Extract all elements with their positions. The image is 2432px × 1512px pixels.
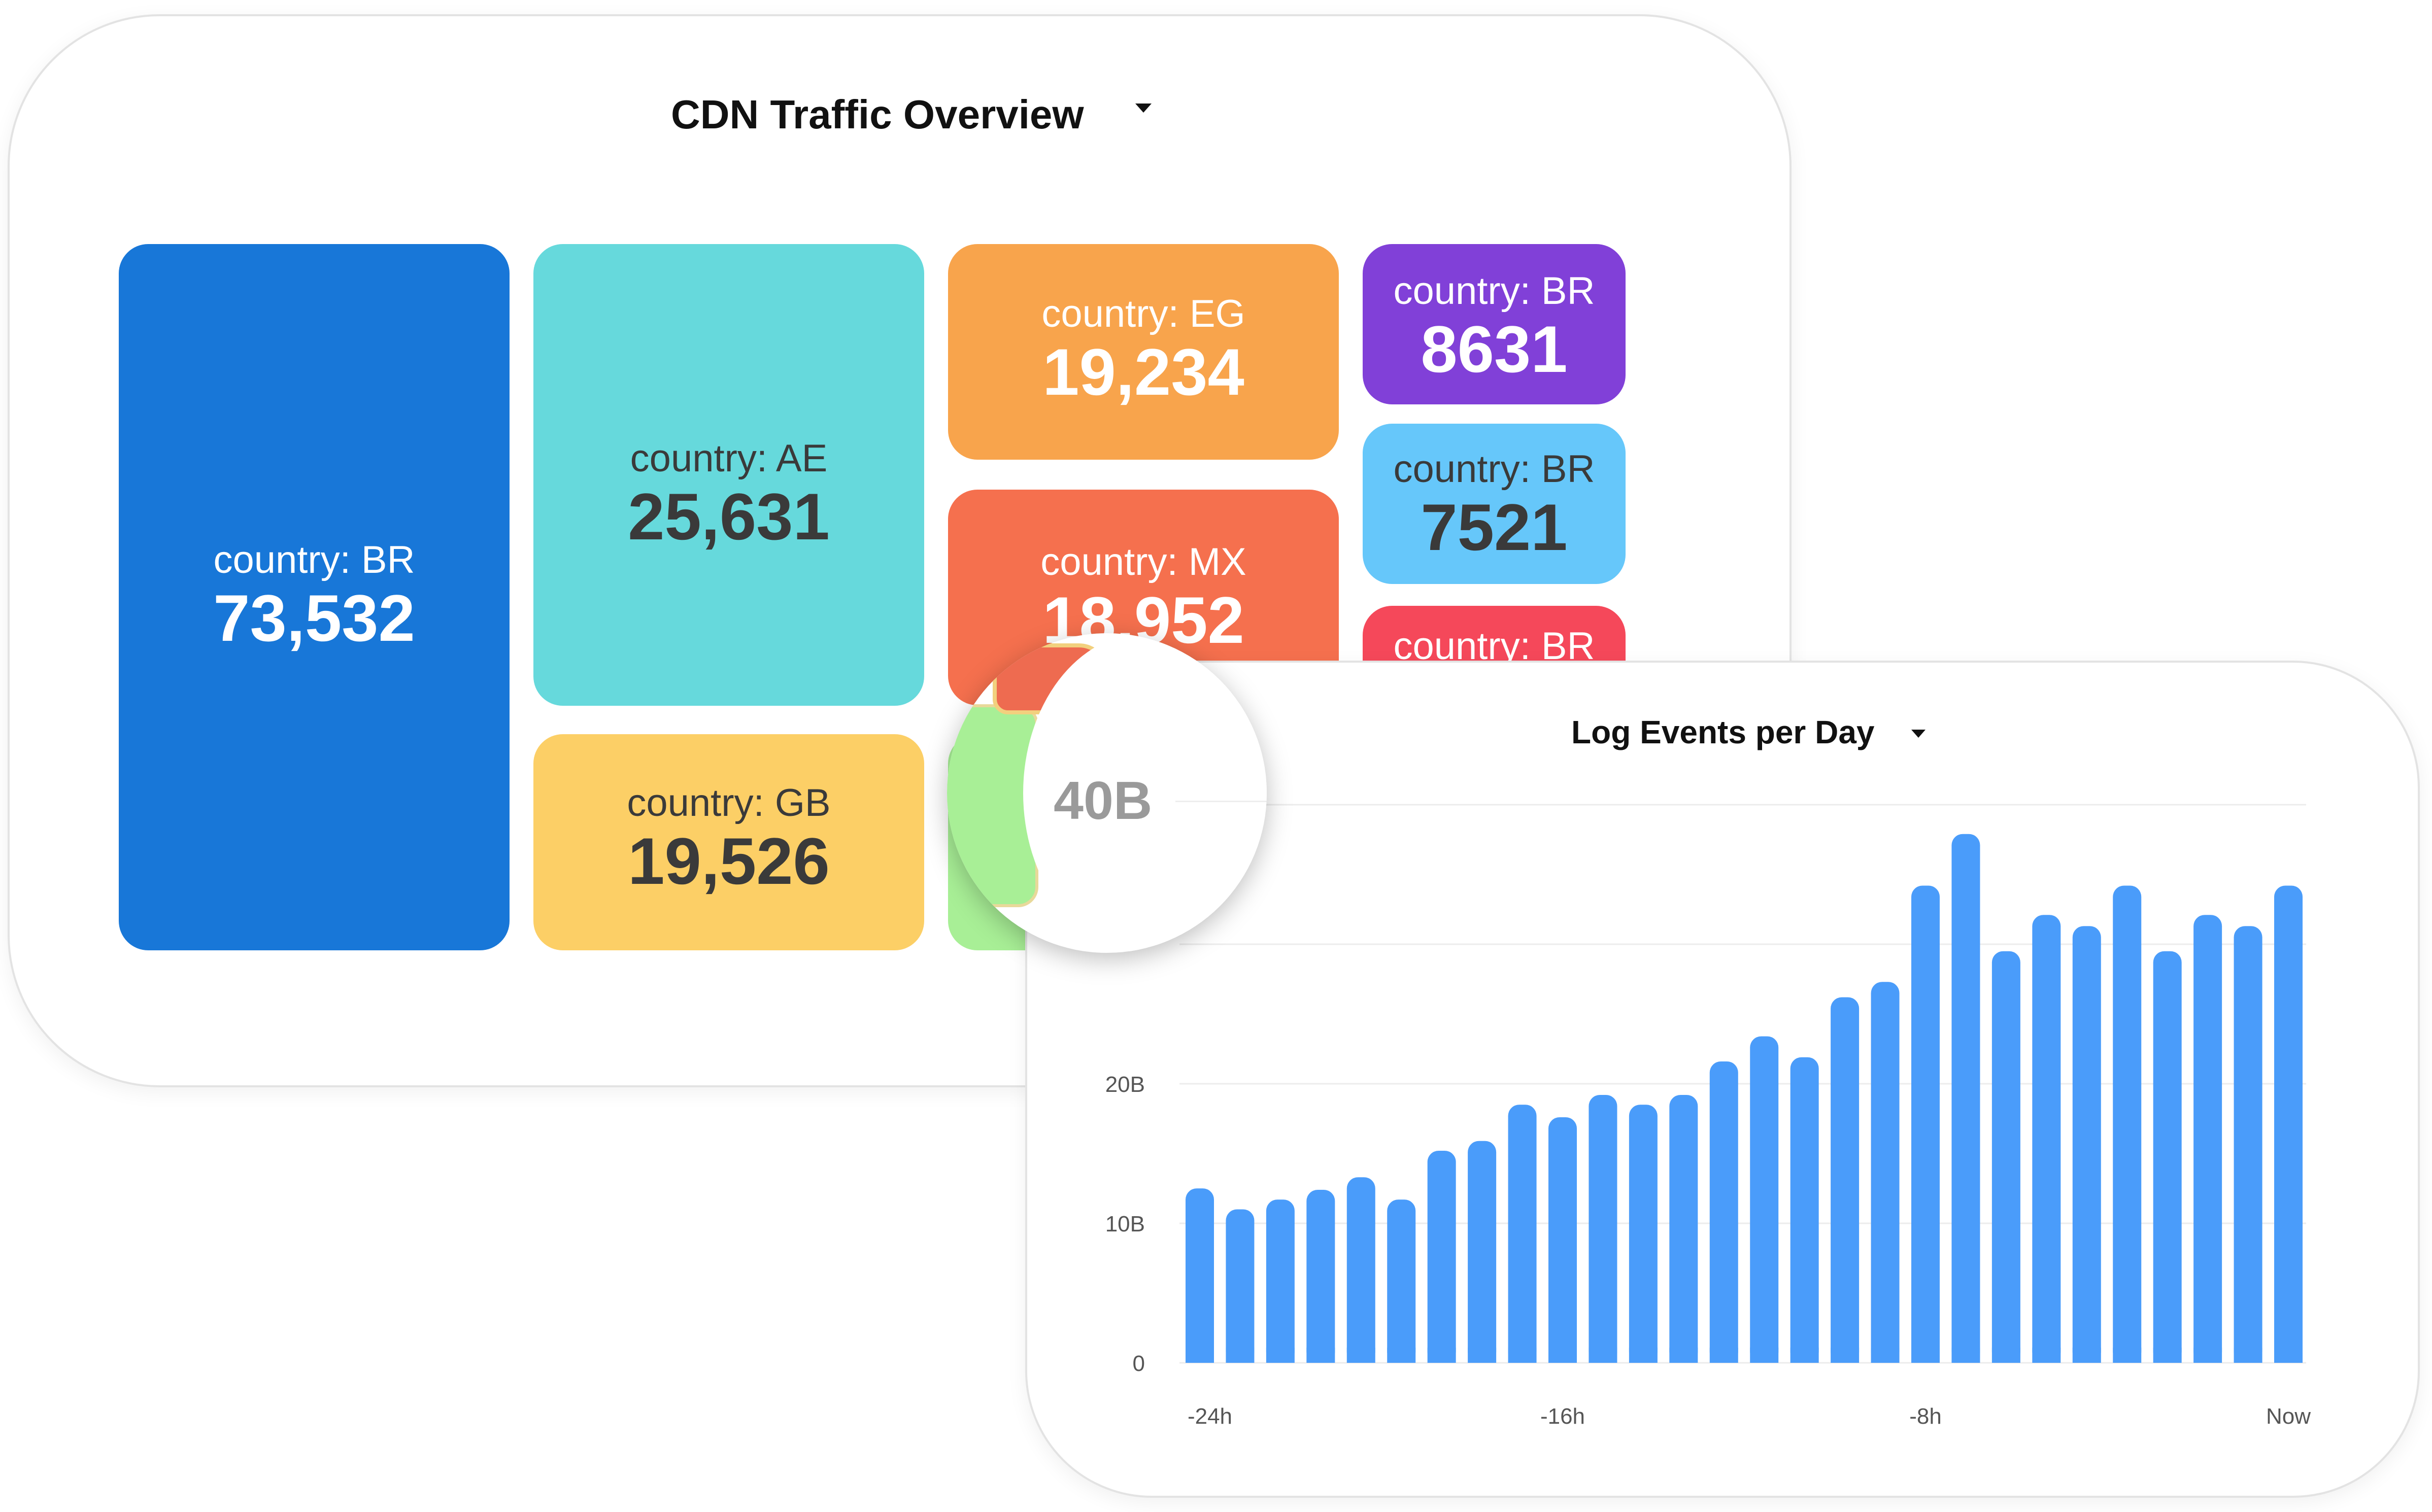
bar[interactable] [1951, 834, 1980, 1363]
bar-base [1629, 1348, 1658, 1363]
tile-label: country: BR [1393, 269, 1595, 313]
bar[interactable] [1387, 1199, 1416, 1363]
bar-base [1911, 1348, 1940, 1363]
bar[interactable] [2113, 885, 2142, 1363]
x-tick-label: -16h [1540, 1404, 1585, 1429]
log-events-bar-chart: 0 10B 20B -24h -16h -8h Now [1105, 804, 2311, 1429]
bar-base [1226, 1348, 1255, 1363]
bar-base [1508, 1348, 1537, 1363]
bar-base [2234, 1348, 2262, 1363]
bar-base [1186, 1348, 1214, 1363]
bar-base [1709, 1348, 1738, 1363]
bar-base [1266, 1348, 1295, 1363]
y-tick-label: 0 [1133, 1351, 1145, 1376]
magnified-gridline [1175, 801, 1267, 802]
tile-value: 7521 [1421, 490, 1568, 564]
bar-base [2032, 1348, 2061, 1363]
tile-label: country: AE [630, 437, 828, 480]
treemap-title[interactable]: CDN Traffic Overview [671, 92, 1084, 137]
treemap-tile-ae[interactable]: country: AE 25,631 [533, 244, 924, 706]
treemap-title-dropdown-icon[interactable] [1135, 104, 1152, 113]
bar-base [2072, 1348, 2101, 1363]
bar[interactable] [1911, 885, 1940, 1363]
x-tick-labels: -24h -16h -8h Now [1188, 1404, 2311, 1429]
bar-base [1548, 1348, 1577, 1363]
chart-title-dropdown-icon[interactable] [1911, 730, 1926, 738]
bar-base [1871, 1348, 1900, 1363]
bar-base [1790, 1348, 1819, 1363]
tile-label: country: GB [627, 781, 831, 824]
bar-base [1991, 1348, 2020, 1363]
bar[interactable] [1548, 1117, 1577, 1363]
magnified-axis-label: 40B [1054, 771, 1153, 831]
bar[interactable] [2234, 926, 2262, 1363]
magnifier-lens: 40B [947, 633, 1267, 953]
bar[interactable] [1508, 1105, 1537, 1363]
bar[interactable] [1266, 1199, 1295, 1363]
bar-base [1387, 1348, 1416, 1363]
tile-label: country: BR [1393, 448, 1595, 491]
bar-base [1306, 1348, 1335, 1363]
bar-base [1427, 1348, 1456, 1363]
tile-value: 19,526 [628, 824, 830, 898]
tile-value: 73,532 [213, 581, 415, 655]
chart-title[interactable]: Log Events per Day [1571, 714, 1875, 750]
bar-base [2153, 1348, 2182, 1363]
bar[interactable] [1589, 1095, 1617, 1363]
treemap-tile-eg[interactable]: country: EG 19,234 [948, 244, 1339, 460]
y-tick-label: 20B [1105, 1072, 1145, 1097]
bar-base [1750, 1348, 1779, 1363]
x-tick-label: -24h [1188, 1404, 1232, 1429]
tile-label: country: MX [1040, 540, 1246, 583]
y-tick-label: 10B [1105, 1212, 1145, 1236]
bar[interactable] [1871, 982, 1900, 1363]
bar[interactable] [1790, 1057, 1819, 1363]
bar-base [1951, 1348, 1980, 1363]
bar-base [1468, 1348, 1497, 1363]
bar-base [1831, 1348, 1860, 1363]
tile-value: 8631 [1421, 312, 1568, 386]
bar[interactable] [1831, 997, 1860, 1363]
bar[interactable] [1709, 1061, 1738, 1363]
bar[interactable] [2274, 885, 2303, 1363]
magnified-chart-area [1023, 633, 1267, 953]
bar[interactable] [1226, 1209, 1255, 1363]
bar[interactable] [2193, 915, 2222, 1363]
treemap-card: CDN Traffic Overview country: BR 73,532 … [8, 14, 1792, 1087]
bar[interactable] [1750, 1036, 1779, 1363]
chart-card: Log Events per Day 0 10B 20B -24h -16h -8h No… [1025, 661, 2420, 1498]
bar-base [2274, 1348, 2303, 1363]
x-tick-label: -8h [1909, 1404, 1942, 1429]
bar[interactable] [2072, 926, 2101, 1363]
treemap-tile-br-lightblue[interactable]: country: BR 7521 [1363, 424, 1626, 584]
bar-base [2193, 1348, 2222, 1363]
bar-base [1346, 1348, 1375, 1363]
bar[interactable] [2032, 915, 2061, 1363]
bar[interactable] [1468, 1141, 1497, 1363]
bar[interactable] [1186, 1188, 1214, 1363]
bar-base [1669, 1348, 1698, 1363]
bar[interactable] [1629, 1105, 1658, 1363]
bar[interactable] [1427, 1151, 1456, 1363]
treemap-tile-gb[interactable]: country: GB 19,526 [533, 734, 924, 950]
treemap-tile-br-large[interactable]: country: BR 73,532 [119, 244, 510, 950]
bar-base [1589, 1348, 1617, 1363]
y-tick-labels: 0 10B 20B [1105, 1072, 1145, 1376]
bar[interactable] [2153, 951, 2182, 1363]
bar[interactable] [1991, 951, 2020, 1363]
tile-label: country: EG [1041, 292, 1245, 335]
bar[interactable] [1669, 1095, 1698, 1363]
bars [1186, 834, 2303, 1363]
x-tick-label: Now [2266, 1404, 2311, 1429]
treemap-tile-br-purple[interactable]: country: BR 8631 [1363, 244, 1626, 404]
bar-base [2113, 1348, 2142, 1363]
bar[interactable] [1346, 1177, 1375, 1363]
tile-label: country: BR [213, 538, 415, 581]
bar[interactable] [1306, 1190, 1335, 1363]
tile-value: 19,234 [1042, 335, 1244, 409]
tile-value: 25,631 [628, 479, 830, 554]
tile-label: country: BR [1393, 625, 1595, 668]
